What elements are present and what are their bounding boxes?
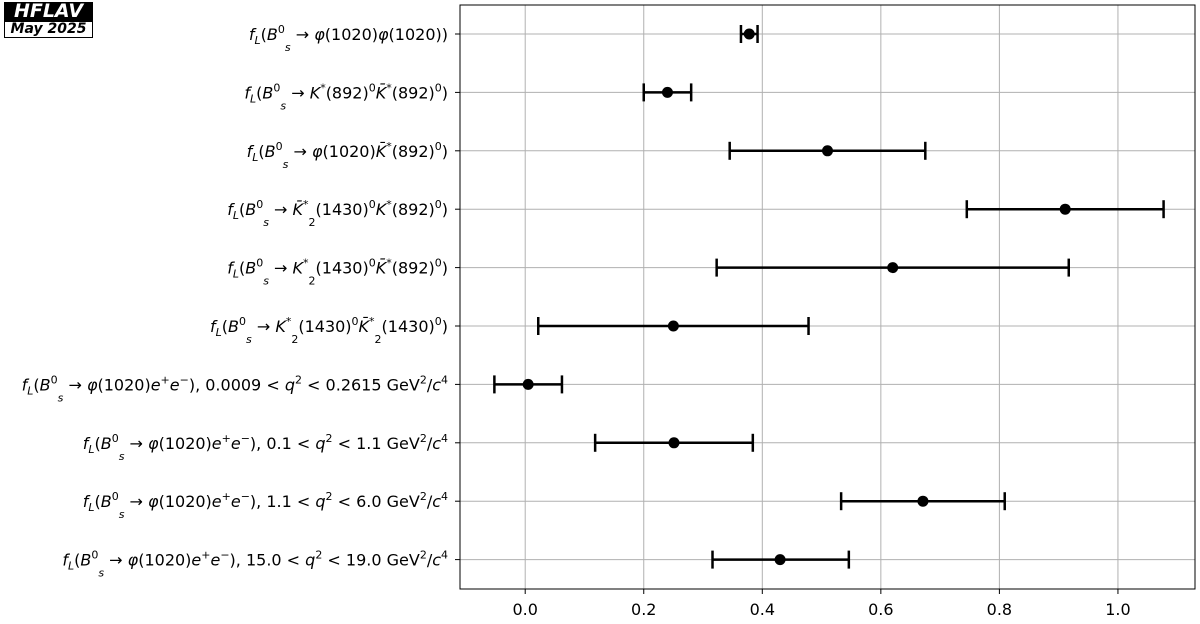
hflav-badge: HFLAV May 2025: [4, 2, 93, 38]
x-tick-label: 0.8: [987, 600, 1012, 619]
data-point: [917, 495, 929, 507]
y-tick-label: fL(B0s → φ(1020)e+e−), 0.1 < q2 < 1.1 Ge…: [83, 432, 448, 463]
y-tick-label: fL(B0s → K*2(1430)0K̄*2(1430)0): [210, 315, 448, 346]
y-tick-label: fL(B0s → φ(1020)K̄*(892)0): [247, 140, 448, 171]
x-tick-label: 1.0: [1105, 600, 1130, 619]
y-tick-label: fL(B0s → K̄*2(1430)0K*(892)0): [227, 198, 448, 229]
data-point: [822, 145, 833, 157]
y-tick-label: fL(B0s → φ(1020)e+e−), 0.0009 < q2 < 0.2…: [22, 373, 448, 404]
y-tick-label: fL(B0s → K*2(1430)0K̄*(892)0): [227, 257, 448, 288]
x-tick-label: 0.6: [868, 600, 893, 619]
data-point: [661, 86, 673, 98]
data-point: [743, 28, 755, 40]
y-tick-label: fL(B0s → φ(1020)e+e−), 15.0 < q2 < 19.0 …: [62, 549, 448, 580]
y-tick-label: fL(B0s → φ(1020)φ(1020)): [249, 23, 448, 54]
y-axis-labels: fL(B0s → φ(1020)φ(1020)) fL(B0s → K*(892)…: [22, 23, 460, 580]
data-point: [522, 378, 534, 390]
error-bars: [493, 25, 1165, 569]
plot-frame: [459, 4, 1196, 590]
data-point: [774, 554, 786, 566]
data-point: [667, 320, 679, 332]
x-tick-label: 0.0: [512, 600, 537, 619]
x-axis: 0.0 0.2 0.4 0.6 0.8 1.0: [512, 589, 1131, 619]
x-tick-label: 0.4: [750, 600, 775, 619]
data-point: [887, 262, 899, 274]
data-point: [668, 437, 680, 449]
y-tick-label: fL(B0s → K*(892)0K̄*(892)0): [244, 81, 448, 112]
x-tick-label: 0.2: [631, 600, 656, 619]
grid: [460, 5, 1195, 589]
data-point: [1059, 203, 1071, 215]
y-tick-label: fL(B0s → φ(1020)e+e−), 1.1 < q2 < 6.0 Ge…: [83, 490, 448, 521]
badge-date: May 2025: [4, 21, 93, 38]
badge-title: HFLAV: [4, 2, 93, 21]
